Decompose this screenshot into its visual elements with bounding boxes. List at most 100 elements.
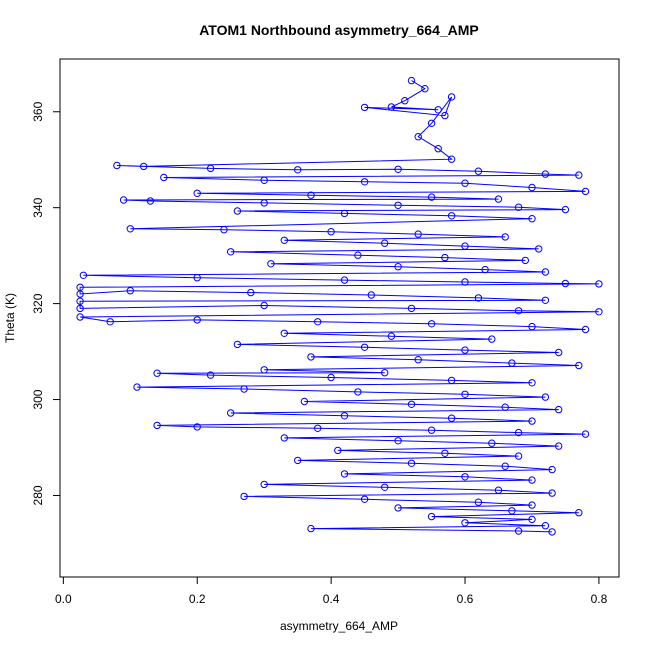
data-point	[528, 476, 536, 484]
data-point	[414, 133, 422, 141]
data-point	[240, 492, 248, 501]
data-point	[488, 439, 496, 447]
data-point	[206, 371, 215, 379]
data-point	[461, 346, 469, 354]
data-point	[514, 307, 523, 315]
data-point	[314, 424, 322, 432]
data-point	[514, 527, 523, 535]
data-point	[193, 316, 201, 324]
data-point	[394, 504, 402, 512]
data-point	[555, 405, 563, 414]
data-point	[414, 230, 422, 238]
plot-area	[76, 76, 603, 536]
y-tick-label: 340	[31, 197, 45, 217]
data-point	[314, 318, 322, 326]
data-point	[548, 489, 556, 497]
data-point	[260, 301, 268, 310]
data-point	[555, 348, 563, 357]
data-point	[360, 103, 369, 112]
data-point	[381, 369, 389, 377]
x-axis-label: asymmetry_664_AMP	[280, 619, 398, 633]
data-point	[247, 288, 255, 297]
data-point	[514, 203, 523, 211]
series-line	[79, 80, 599, 533]
data-point	[575, 509, 583, 517]
data-point	[76, 304, 84, 313]
data-point	[461, 242, 469, 250]
data-point	[193, 423, 201, 431]
y-tick-label: 300	[31, 389, 45, 409]
data-point	[528, 379, 536, 387]
data-point	[447, 376, 456, 385]
data-point	[233, 340, 242, 349]
data-point	[514, 452, 523, 460]
data-point	[528, 417, 536, 425]
data-point	[133, 383, 141, 391]
data-point	[327, 373, 335, 382]
data-point	[407, 76, 416, 85]
data-point	[407, 400, 416, 408]
data-point	[581, 430, 590, 438]
data-point	[474, 167, 483, 175]
y-axis: 280 300 320 340 360	[31, 101, 61, 505]
data-point	[548, 465, 556, 474]
y-axis-label: Theta (K)	[3, 293, 17, 343]
plot-frame	[59, 58, 620, 578]
data-point	[394, 201, 402, 210]
data-point	[280, 329, 288, 337]
data-point	[441, 111, 449, 120]
data-point	[427, 426, 436, 434]
data-point	[340, 412, 349, 420]
data-point	[461, 473, 469, 481]
data-point	[360, 343, 369, 351]
data-point	[494, 486, 503, 494]
data-point	[153, 369, 161, 377]
data-point	[340, 209, 349, 218]
data-point	[447, 414, 456, 422]
data-point	[541, 170, 550, 178]
data-point	[508, 359, 516, 367]
data-point	[407, 459, 416, 467]
data-point	[260, 366, 268, 374]
data-point	[407, 304, 416, 313]
data-point	[441, 449, 449, 457]
data-point	[447, 93, 456, 101]
data-point	[227, 409, 235, 417]
data-point	[340, 470, 349, 478]
x-tick-label: 0.8	[591, 592, 608, 606]
data-point	[280, 434, 288, 442]
data-point	[548, 528, 556, 536]
data-point	[140, 162, 148, 171]
data-point	[595, 280, 603, 288]
data-point	[501, 233, 509, 241]
data-point	[528, 183, 536, 192]
y-tick-label: 280	[31, 485, 45, 505]
data-point	[508, 507, 516, 515]
data-point	[441, 253, 449, 262]
data-point	[541, 296, 550, 304]
data-point	[474, 498, 483, 506]
data-point	[119, 196, 128, 204]
data-point	[260, 480, 268, 489]
data-point	[387, 332, 396, 340]
data-point	[561, 205, 570, 214]
data-point	[461, 519, 469, 527]
data-point	[260, 199, 268, 207]
data-point	[521, 256, 529, 265]
data-point	[461, 390, 469, 398]
data-point	[394, 263, 402, 271]
data-point	[575, 361, 583, 370]
data-point	[541, 522, 550, 530]
data-point	[206, 164, 215, 173]
x-tick-label: 0.4	[323, 592, 340, 606]
data-point	[233, 207, 242, 215]
data-point	[381, 239, 389, 247]
data-point	[240, 385, 248, 393]
data-point	[307, 353, 315, 361]
data-point	[541, 393, 550, 401]
chart-title: ATOM1 Northbound asymmetry_664_AMP	[199, 22, 479, 38]
data-point	[340, 276, 349, 284]
data-point	[126, 225, 135, 233]
data-point	[76, 290, 84, 298]
